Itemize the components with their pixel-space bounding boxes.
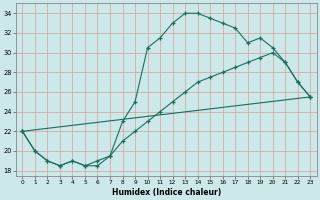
X-axis label: Humidex (Indice chaleur): Humidex (Indice chaleur) xyxy=(112,188,221,197)
